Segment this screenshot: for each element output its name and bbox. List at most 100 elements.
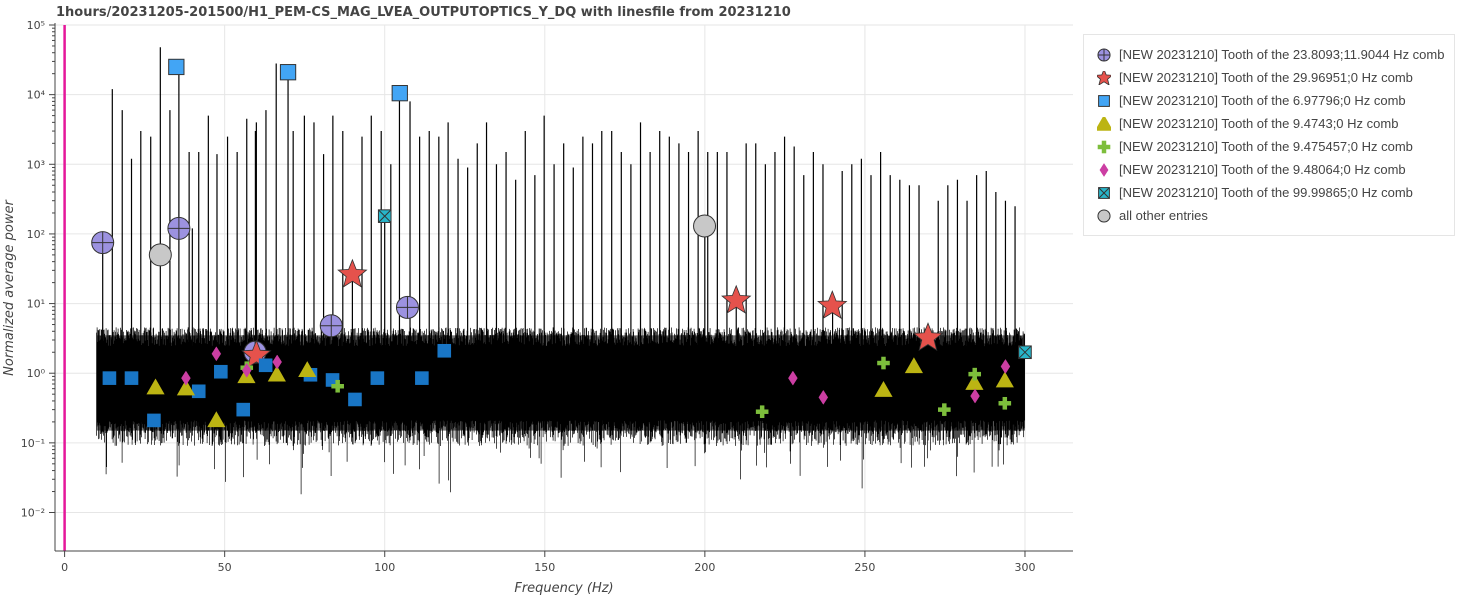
x-tick-label: 250: [854, 561, 875, 574]
y-axis-label: Normalized average power: [2, 199, 17, 376]
y-tick-label: 10⁻²: [21, 506, 45, 519]
series-3-point[interactable]: [207, 411, 226, 428]
series-4-point[interactable]: [998, 396, 1012, 410]
series-4-point[interactable]: [877, 356, 890, 370]
series-5-point[interactable]: [1000, 359, 1011, 374]
x-tick-label: 0: [61, 561, 68, 574]
legend-glyph: [1097, 47, 1111, 62]
series-2-point[interactable]: [214, 364, 228, 379]
series-3-point[interactable]: [874, 381, 893, 397]
series-2-point[interactable]: [258, 358, 273, 373]
series-5-point[interactable]: [818, 389, 829, 405]
series-7-point[interactable]: [148, 243, 172, 267]
series-0-point[interactable]: [319, 314, 343, 338]
series-2-point[interactable]: [415, 371, 429, 385]
series-1-point[interactable]: [337, 258, 368, 288]
series-2-point[interactable]: [279, 64, 297, 81]
series-4-point[interactable]: [331, 379, 344, 393]
y-tick-label: 10⁵: [27, 19, 45, 32]
x-tick-label: 150: [534, 561, 555, 574]
legend-marker-icon: [1097, 116, 1111, 131]
series-0-point[interactable]: [91, 231, 115, 255]
series-1-point[interactable]: [912, 322, 944, 351]
legend-glyph: [1099, 162, 1109, 177]
legend-label: [NEW 20231210] Tooth of the 9.475457;0 H…: [1119, 139, 1413, 154]
series-2-point[interactable]: [236, 402, 251, 417]
legend-glyph: [1097, 116, 1111, 131]
legend-marker-icon: [1097, 208, 1111, 223]
series-2-point[interactable]: [168, 58, 185, 76]
series-5-point[interactable]: [181, 370, 191, 386]
x-axis-label: Frequency (Hz): [514, 581, 613, 596]
series-3-point[interactable]: [298, 361, 317, 378]
y-tick-label: 10⁴: [27, 89, 46, 102]
spectrum-trace: [96, 47, 1025, 495]
legend-item[interactable]: all other entries: [1084, 204, 1454, 227]
series-1-point[interactable]: [721, 284, 752, 314]
series-3-point[interactable]: [146, 378, 165, 395]
y-tick-label: 10⁻¹: [21, 437, 45, 450]
legend-item[interactable]: [NEW 20231210] Tooth of the 9.475457;0 H…: [1084, 135, 1454, 158]
series-1-point[interactable]: [817, 290, 848, 319]
legend-item[interactable]: [NEW 20231210] Tooth of the 9.48064;0 Hz…: [1084, 158, 1454, 181]
legend-marker-icon: [1097, 70, 1111, 85]
x-tick-label: 100: [374, 561, 395, 574]
series-3-point[interactable]: [965, 373, 984, 390]
legend-marker-icon: [1099, 162, 1109, 177]
legend-marker-icon: [1098, 94, 1110, 107]
series-0-point[interactable]: [395, 295, 419, 319]
legend-marker-icon: [1097, 140, 1111, 153]
axes: 0 50 100 150 200 250 300 10⁻² 10⁻¹ 10⁰ 10¹ 10² 10³ 10…: [21, 19, 1073, 574]
legend-item[interactable]: [NEW 20231210] Tooth of the 9.4743;0 Hz …: [1084, 112, 1454, 135]
legend-item[interactable]: [NEW 20231210] Tooth of the 99.99865;0 H…: [1084, 181, 1454, 204]
x-tick-label: 50: [218, 561, 232, 574]
series-4-point[interactable]: [938, 403, 951, 416]
spectrum-band-fill: [96, 335, 1025, 431]
series-6-point[interactable]: [1018, 345, 1032, 360]
y-tick-label: 10³: [27, 158, 45, 171]
legend-glyph: [1098, 94, 1110, 107]
series-3-point[interactable]: [995, 371, 1014, 388]
series-3-point[interactable]: [904, 357, 923, 374]
series-5-point[interactable]: [211, 346, 222, 362]
series-5-point[interactable]: [970, 388, 980, 404]
legend-marker-icon: [1097, 47, 1111, 62]
y-tick-label: 10²: [27, 228, 45, 241]
legend-item[interactable]: [NEW 20231210] Tooth of the 6.97796;0 Hz…: [1084, 89, 1454, 112]
legend-label: [NEW 20231210] Tooth of the 23.8093;11.9…: [1119, 47, 1445, 62]
series-3-point[interactable]: [176, 379, 196, 396]
series-2-point[interactable]: [370, 371, 385, 385]
chart-title: 1hours/20231205-201500/H1_PEM-CS_MAG_LVE…: [56, 5, 791, 20]
x-tick-label: 200: [694, 561, 715, 574]
legend-label: [NEW 20231210] Tooth of the 9.48064;0 Hz…: [1119, 162, 1406, 177]
legend-label: [NEW 20231210] Tooth of the 9.4743;0 Hz …: [1119, 116, 1399, 131]
series-2-point[interactable]: [147, 413, 161, 428]
legend-marker-icon: [1098, 186, 1110, 199]
series-0-point[interactable]: [167, 216, 191, 240]
series-2-point[interactable]: [437, 343, 452, 358]
series-5-point[interactable]: [241, 362, 252, 378]
series-4-point[interactable]: [755, 405, 769, 419]
series-5-point[interactable]: [788, 370, 798, 386]
series-7-point[interactable]: [693, 214, 717, 238]
series-2-point[interactable]: [124, 371, 139, 385]
series-4-point[interactable]: [968, 367, 982, 381]
series-1-point[interactable]: [241, 339, 272, 369]
y-tick-label: 10⁰: [27, 367, 46, 380]
series-5-point[interactable]: [272, 354, 282, 370]
series-2-point[interactable]: [348, 392, 362, 407]
legend-glyph: [1097, 208, 1111, 223]
legend-glyph: [1098, 186, 1110, 199]
legend-item[interactable]: [NEW 20231210] Tooth of the 29.96951;0 H…: [1084, 66, 1454, 89]
series-2-point[interactable]: [191, 384, 206, 399]
plot-area[interactable]: 0 50 100 150 200 250 300 10⁻² 10⁻¹ 10⁰ 10¹ 10² 10³ 10…: [0, 0, 1080, 602]
legend-label: [NEW 20231210] Tooth of the 29.96951;0 H…: [1119, 70, 1413, 85]
legend-label: [NEW 20231210] Tooth of the 6.97796;0 Hz…: [1119, 93, 1406, 108]
legend[interactable]: [NEW 20231210] Tooth of the 23.8093;11.9…: [1083, 34, 1455, 236]
series-2-point[interactable]: [102, 371, 117, 385]
legend-item[interactable]: [NEW 20231210] Tooth of the 23.8093;11.9…: [1084, 43, 1454, 66]
series-2-point[interactable]: [391, 85, 408, 102]
y-tick-label: 10¹: [27, 298, 45, 311]
series-3-point[interactable]: [267, 365, 286, 382]
series-6-point[interactable]: [377, 209, 392, 223]
